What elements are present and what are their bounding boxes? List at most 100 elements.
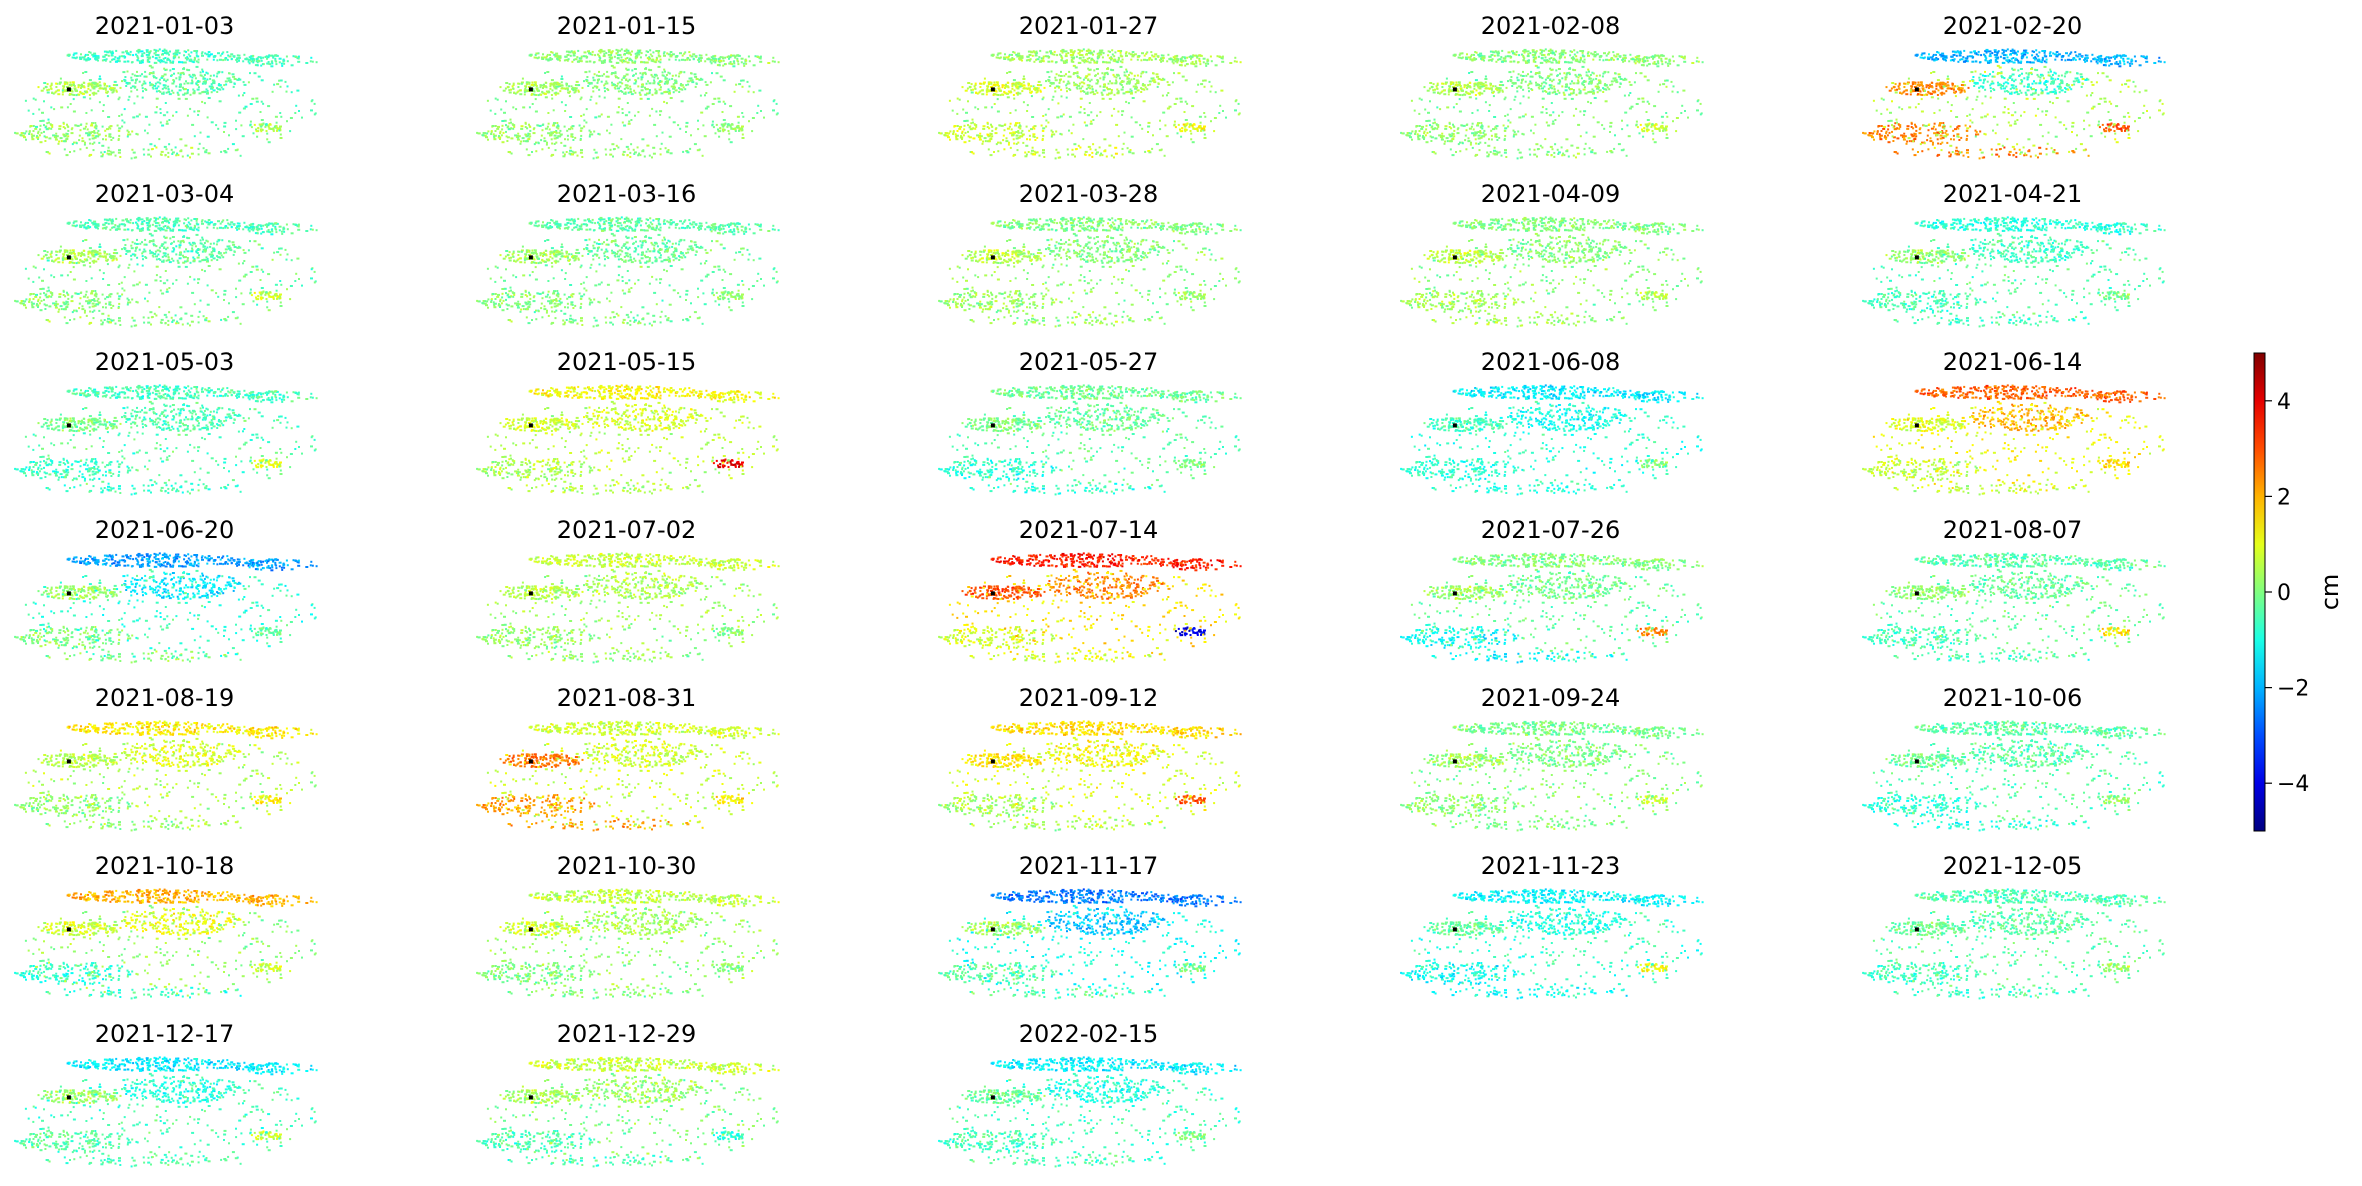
panel-title: 2021-10-30 <box>557 852 696 880</box>
panel-title: 2021-12-17 <box>95 1020 234 1048</box>
panel-title: 2021-01-27 <box>1019 12 1158 40</box>
panel-2021-04-09: 2021-04-09 <box>1400 180 1704 328</box>
panel-2021-09-24: 2021-09-24 <box>1400 684 1704 832</box>
reference-point <box>528 87 533 92</box>
reference-point <box>1452 423 1457 428</box>
panel-title: 2021-09-24 <box>1481 684 1620 712</box>
reference-point <box>1914 87 1919 92</box>
panel-2021-12-29: 2021-12-29 <box>476 1020 780 1168</box>
displacement-pixels <box>1400 216 1704 328</box>
panel-2021-11-17: 2021-11-17 <box>938 852 1242 1000</box>
displacement-pixels <box>476 552 780 664</box>
displacement-pixels <box>1862 216 2166 328</box>
panel-title: 2021-10-18 <box>95 852 234 880</box>
reference-point <box>990 87 995 92</box>
reference-point <box>1452 759 1457 764</box>
colorbar-label: cm <box>2316 574 2344 611</box>
displacement-pixels <box>14 384 318 496</box>
panel-title: 2021-06-20 <box>95 516 234 544</box>
reference-point <box>1914 591 1919 596</box>
colorbar-tick-label: 2 <box>2277 485 2291 510</box>
displacement-pixels <box>1862 552 2166 664</box>
panel-title: 2021-05-03 <box>95 348 234 376</box>
panel-title: 2021-02-20 <box>1943 12 2082 40</box>
panel-2021-06-14: 2021-06-14 <box>1862 348 2166 496</box>
colorbar-tick-label: −2 <box>2277 677 2309 702</box>
panel-title: 2021-08-07 <box>1943 516 2082 544</box>
panel-2021-05-15: 2021-05-15 <box>476 348 780 496</box>
panel-2021-04-21: 2021-04-21 <box>1862 180 2166 328</box>
panel-title: 2021-07-26 <box>1481 516 1620 544</box>
panel-title: 2021-04-21 <box>1943 180 2082 208</box>
colorbar-ticks: 4 2 0 −2 −4 <box>2265 390 2309 797</box>
panel-title: 2021-12-29 <box>557 1020 696 1048</box>
displacement-pixels <box>1862 48 2166 160</box>
displacement-pixels <box>938 888 1242 1000</box>
panel-2021-05-27: 2021-05-27 <box>938 348 1242 496</box>
reference-point <box>990 759 995 764</box>
panel-2021-02-08: 2021-02-08 <box>1400 12 1704 160</box>
reference-point <box>1914 255 1919 260</box>
displacement-pixels <box>14 216 318 328</box>
panel-2021-03-16: 2021-03-16 <box>476 180 780 328</box>
displacement-pixels <box>14 552 318 664</box>
displacement-pixels <box>476 216 780 328</box>
panel-2021-01-15: 2021-01-15 <box>476 12 780 160</box>
reference-point <box>66 255 71 260</box>
reference-point <box>528 591 533 596</box>
panel-2021-06-20: 2021-06-20 <box>14 516 318 664</box>
displacement-pixels <box>476 384 780 496</box>
reference-point <box>1452 591 1457 596</box>
displacement-pixels <box>476 720 780 832</box>
panel-2021-10-06: 2021-10-06 <box>1862 684 2166 832</box>
displacement-pixels <box>938 552 1242 664</box>
panel-grid: 2021-01-03 2021-01-15 2021-01-27 2021-02-08… <box>14 12 2166 1168</box>
panel-2021-03-28: 2021-03-28 <box>938 180 1242 328</box>
panel-title: 2021-03-28 <box>1019 180 1158 208</box>
displacement-pixels <box>1400 48 1704 160</box>
panel-title: 2021-02-08 <box>1481 12 1620 40</box>
displacement-pixels <box>1862 384 2166 496</box>
panel-title: 2021-09-12 <box>1019 684 1158 712</box>
panel-title: 2021-01-15 <box>557 12 696 40</box>
reference-point <box>1452 87 1457 92</box>
displacement-pixels <box>1400 384 1704 496</box>
displacement-pixels <box>938 48 1242 160</box>
reference-point <box>1914 423 1919 428</box>
panel-2021-07-14: 2021-07-14 <box>938 516 1242 664</box>
reference-point <box>1914 927 1919 932</box>
panel-2021-09-12: 2021-09-12 <box>938 684 1242 832</box>
reference-point <box>66 927 71 932</box>
displacement-pixels <box>14 720 318 832</box>
reference-point <box>66 759 71 764</box>
reference-point <box>990 423 995 428</box>
panel-2021-11-23: 2021-11-23 <box>1400 852 1704 1000</box>
panel-2021-07-02: 2021-07-02 <box>476 516 780 664</box>
colorbar-tick-label: 4 <box>2277 390 2291 415</box>
displacement-pixels <box>1400 552 1704 664</box>
colorbar-tick-label: 0 <box>2277 581 2291 606</box>
reference-point <box>990 927 995 932</box>
colorbar-gradient <box>2253 352 2266 832</box>
displacement-pixels <box>14 48 318 160</box>
panel-2021-12-17: 2021-12-17 <box>14 1020 318 1168</box>
panel-2021-10-18: 2021-10-18 <box>14 852 318 1000</box>
panel-2021-06-08: 2021-06-08 <box>1400 348 1704 496</box>
reference-point <box>990 1095 995 1100</box>
panel-2021-12-05: 2021-12-05 <box>1862 852 2166 1000</box>
panel-title: 2021-08-31 <box>557 684 696 712</box>
panel-2021-01-27: 2021-01-27 <box>938 12 1242 160</box>
reference-point <box>66 591 71 596</box>
panel-title: 2022-02-15 <box>1019 1020 1158 1048</box>
colorbar: 4 2 0 −2 −4 cm <box>2253 352 2344 832</box>
panel-2021-01-03: 2021-01-03 <box>14 12 318 160</box>
panel-title: 2021-05-15 <box>557 348 696 376</box>
panel-2021-08-31: 2021-08-31 <box>476 684 780 832</box>
displacement-pixels <box>1862 720 2166 832</box>
displacement-pixels <box>1400 720 1704 832</box>
panel-2021-07-26: 2021-07-26 <box>1400 516 1704 664</box>
panel-title: 2021-08-19 <box>95 684 234 712</box>
displacement-pixels <box>1400 888 1704 1000</box>
panel-2021-02-20: 2021-02-20 <box>1862 12 2166 160</box>
